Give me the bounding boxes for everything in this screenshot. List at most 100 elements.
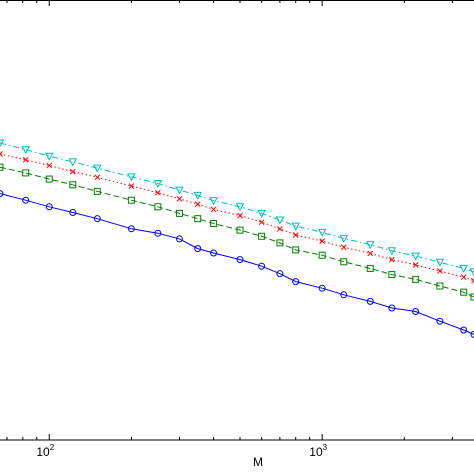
x-tick-label: 102 bbox=[36, 443, 54, 459]
x-tick-base: 10 bbox=[309, 445, 323, 459]
data-point bbox=[317, 228, 327, 237]
series-line bbox=[0, 142, 474, 273]
data-point bbox=[153, 179, 163, 189]
data-point bbox=[318, 284, 326, 292]
data-point bbox=[154, 203, 162, 211]
data-point bbox=[236, 256, 244, 264]
data-point bbox=[340, 258, 348, 266]
data-point bbox=[276, 239, 284, 247]
data-point bbox=[292, 246, 300, 254]
series-4 bbox=[0, 139, 474, 277]
series-layer bbox=[0, 139, 474, 338]
data-point bbox=[22, 196, 30, 204]
data-point bbox=[258, 232, 266, 240]
data-point bbox=[45, 175, 53, 183]
data-point bbox=[235, 203, 245, 212]
data-point bbox=[436, 282, 444, 290]
data-point bbox=[237, 212, 243, 219]
data-point bbox=[46, 162, 53, 169]
data-point bbox=[470, 293, 474, 301]
data-point bbox=[194, 215, 202, 223]
data-point bbox=[277, 225, 283, 232]
data-point bbox=[388, 256, 395, 263]
series-line bbox=[0, 193, 474, 335]
data-point bbox=[175, 235, 183, 243]
data-point bbox=[0, 139, 5, 148]
data-point bbox=[93, 187, 101, 195]
plot-frame bbox=[0, 0, 474, 441]
data-point bbox=[175, 186, 184, 195]
data-point bbox=[291, 222, 301, 231]
data-point bbox=[209, 197, 218, 206]
data-point bbox=[411, 252, 420, 261]
data-point bbox=[412, 262, 419, 268]
series-1 bbox=[0, 190, 474, 338]
data-point bbox=[460, 288, 468, 296]
data-point bbox=[292, 278, 300, 286]
data-point bbox=[367, 250, 374, 257]
series-2 bbox=[0, 163, 474, 301]
data-point bbox=[318, 251, 326, 259]
x-tick-label: 103 bbox=[309, 443, 327, 459]
data-point bbox=[258, 262, 266, 270]
data-point bbox=[176, 196, 183, 202]
data-point bbox=[44, 152, 54, 161]
data-point bbox=[0, 190, 4, 198]
data-point bbox=[412, 275, 420, 283]
data-point bbox=[69, 209, 77, 217]
data-point bbox=[276, 270, 284, 278]
data-point bbox=[366, 297, 374, 305]
x-axis-label: M bbox=[253, 455, 263, 469]
data-point bbox=[69, 168, 76, 175]
data-point bbox=[292, 232, 299, 238]
data-point bbox=[128, 183, 135, 189]
data-point bbox=[388, 271, 396, 279]
data-point bbox=[258, 219, 265, 226]
data-point bbox=[21, 146, 31, 155]
x-tick-exponent: 2 bbox=[50, 443, 55, 452]
data-point bbox=[275, 216, 285, 225]
data-point bbox=[193, 191, 203, 200]
data-point bbox=[387, 247, 397, 256]
data-point bbox=[92, 164, 102, 173]
data-point bbox=[435, 258, 445, 267]
data-point bbox=[437, 268, 443, 274]
data-point bbox=[194, 201, 201, 208]
data-point bbox=[436, 317, 444, 325]
data-point bbox=[460, 326, 468, 334]
data-point bbox=[471, 277, 474, 284]
data-point bbox=[155, 189, 161, 196]
data-point bbox=[45, 203, 53, 211]
data-point bbox=[470, 330, 474, 338]
x-tick-exponent: 3 bbox=[323, 443, 328, 452]
data-point bbox=[194, 245, 202, 253]
x-tick-base: 10 bbox=[36, 445, 50, 459]
data-point bbox=[22, 156, 29, 163]
data-point bbox=[0, 163, 4, 171]
data-point bbox=[69, 181, 77, 189]
data-point bbox=[365, 241, 375, 250]
data-point bbox=[210, 206, 217, 213]
data-point bbox=[236, 226, 244, 234]
data-point bbox=[127, 225, 135, 233]
data-point bbox=[210, 220, 218, 228]
data-point bbox=[459, 264, 469, 273]
data-point bbox=[366, 264, 374, 272]
series-line bbox=[0, 166, 474, 298]
data-point bbox=[210, 249, 218, 257]
data-point bbox=[93, 215, 101, 223]
series-3 bbox=[0, 151, 474, 284]
data-point bbox=[469, 268, 474, 277]
data-point bbox=[340, 291, 348, 299]
data-point bbox=[257, 209, 266, 218]
data-point bbox=[175, 209, 183, 217]
data-point bbox=[94, 174, 101, 181]
data-point bbox=[22, 169, 30, 177]
data-point bbox=[340, 244, 347, 251]
data-point bbox=[127, 196, 135, 204]
data-point bbox=[127, 173, 136, 182]
data-point bbox=[0, 151, 3, 157]
x-axis-ticks: 102 103 bbox=[6, 0, 453, 459]
